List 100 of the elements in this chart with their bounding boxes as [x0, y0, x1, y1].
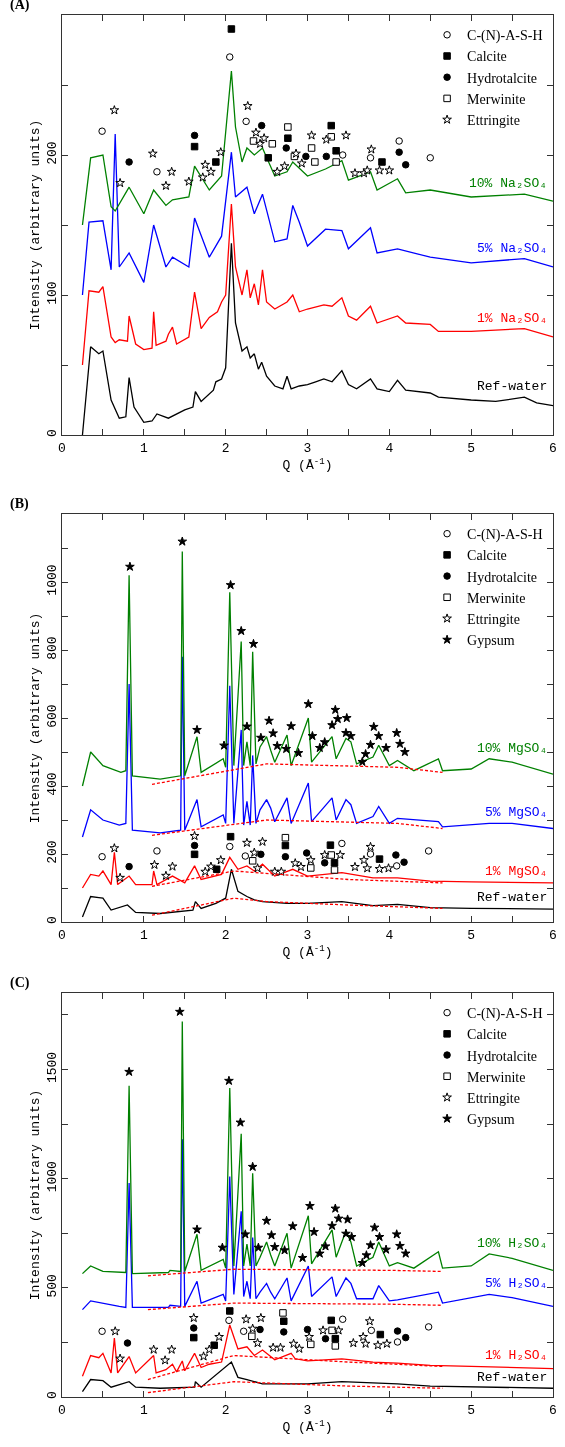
- point: [311, 158, 319, 166]
- point: [190, 850, 199, 859]
- y-tick-label: 0: [44, 916, 60, 924]
- y-tick-label: 1000: [44, 1161, 60, 1193]
- line-series: [81, 70, 553, 226]
- point: [279, 1245, 290, 1255]
- point: [330, 704, 341, 715]
- point: [184, 176, 194, 186]
- series-label: 5% Na₂SO₄: [477, 241, 548, 256]
- series-label: Ref-water: [477, 379, 548, 394]
- point: [257, 121, 266, 130]
- x-tick-label: 4: [385, 1402, 394, 1418]
- point: [338, 1315, 347, 1324]
- line-series: [81, 203, 553, 366]
- point: [294, 1343, 305, 1353]
- legend-label: Calcite: [467, 1027, 507, 1043]
- point: [362, 165, 373, 175]
- point: [253, 1242, 264, 1252]
- point: [189, 830, 200, 841]
- point: [366, 850, 375, 858]
- point: [332, 147, 340, 155]
- y-tick-label: 1000: [44, 564, 60, 596]
- point: [249, 137, 258, 145]
- point: [177, 536, 188, 546]
- point: [395, 148, 403, 156]
- legend-label: Hydrotalcite: [467, 1048, 538, 1064]
- point: [366, 144, 377, 154]
- point: [226, 832, 235, 841]
- series-label: 5% MgSO₄: [485, 805, 548, 820]
- point: [392, 851, 400, 859]
- point: [252, 1338, 263, 1348]
- legend-label: C-(N)-A-S-H: [467, 527, 543, 544]
- point: [328, 1326, 336, 1335]
- x-tick-label: 2: [221, 1402, 230, 1418]
- point: [391, 1229, 402, 1239]
- point: [319, 849, 330, 860]
- point: [287, 1221, 298, 1231]
- point: [357, 756, 368, 767]
- point: [391, 727, 402, 738]
- point: [148, 1344, 159, 1354]
- series-label: 1% H₂SO₄: [485, 1348, 548, 1363]
- point: [401, 161, 410, 169]
- line-series: [151, 819, 444, 836]
- point: [275, 1342, 286, 1352]
- point: [331, 1334, 340, 1343]
- point: [190, 131, 199, 140]
- point: [373, 730, 384, 741]
- point: [281, 841, 290, 850]
- point: [161, 180, 171, 190]
- point: [149, 859, 160, 870]
- point: [125, 561, 135, 571]
- series-label: 1% Na₂SO₄: [477, 311, 548, 326]
- point: [302, 152, 310, 161]
- point: [307, 864, 315, 872]
- point: [381, 1244, 391, 1254]
- point: [304, 1331, 314, 1342]
- point: [268, 1342, 278, 1352]
- y-tick-label: 0: [44, 1391, 60, 1399]
- point: [125, 862, 133, 871]
- legend-label: C-(N)-A-S-H: [467, 28, 543, 45]
- point: [365, 841, 376, 852]
- point: [296, 861, 306, 872]
- series-label: 1% MgSO₄: [485, 864, 548, 879]
- y-tick-label: 0: [44, 429, 60, 437]
- point: [365, 739, 376, 750]
- y-tick-label: 800: [44, 636, 60, 660]
- point: [392, 862, 401, 870]
- x-tick-label: 4: [385, 927, 394, 943]
- point: [374, 165, 385, 175]
- point: [279, 161, 290, 171]
- point: [161, 870, 171, 880]
- y-tick-label: 100: [44, 281, 60, 305]
- x-axis-title: Q (Å$^{-1}$): [282, 1417, 333, 1436]
- point: [348, 1338, 359, 1348]
- point: [360, 1338, 371, 1348]
- point: [338, 839, 346, 848]
- legend-label: Merwinite: [467, 1069, 526, 1085]
- point: [225, 1316, 233, 1325]
- point: [175, 1006, 185, 1016]
- x-tick-label: 5: [467, 927, 476, 943]
- point: [288, 1338, 299, 1348]
- y-tick-label: 200: [44, 141, 60, 165]
- point: [342, 1214, 353, 1224]
- point: [395, 1240, 405, 1251]
- y-tick-label: 200: [44, 840, 60, 864]
- point: [293, 747, 304, 758]
- point: [272, 166, 283, 176]
- x-tick-label: 2: [221, 927, 230, 943]
- line-series: [81, 1138, 553, 1311]
- point: [393, 1327, 402, 1335]
- point: [291, 148, 301, 158]
- y-axis-title: Intensity (arbitrary units): [27, 119, 43, 331]
- legend-label: Calcite: [467, 548, 507, 564]
- point: [320, 859, 329, 867]
- point: [248, 857, 257, 865]
- point: [259, 133, 269, 143]
- point: [110, 1326, 121, 1336]
- chart-title: (A): [10, 0, 30, 13]
- point: [381, 742, 391, 753]
- point: [303, 1325, 312, 1334]
